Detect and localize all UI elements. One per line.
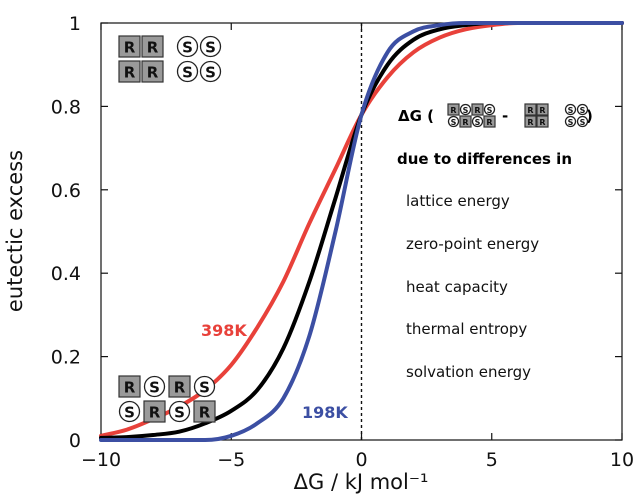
delta-g-head: ΔG ( [398, 107, 434, 125]
racemic-letter: S [124, 404, 135, 422]
close-paren: ) [586, 107, 593, 125]
racemic-letter: R [174, 379, 186, 397]
pure-s-circle [176, 35, 199, 58]
mini-racemic-letter: R [450, 106, 456, 115]
racemic-r-square [118, 375, 141, 398]
mini-pure-letter: R [527, 106, 533, 115]
y-tick-label: 0.8 [51, 96, 81, 118]
y-tick-label: 0.2 [51, 347, 81, 369]
pure-letter: R [124, 39, 136, 57]
mini-pure-letter: S [568, 118, 574, 127]
mini-pure-letter: S [568, 106, 574, 115]
pure-letter: R [147, 64, 159, 82]
racemic-s-circle [168, 400, 191, 423]
racemic-s-circle [118, 400, 141, 423]
x-tick-label: 5 [486, 449, 498, 471]
mini-pure-letter: R [539, 118, 545, 127]
axis-ticks: −10 −5 0 5 10 0 0.2 0.4 0.6 0.8 1 [51, 13, 634, 471]
mini-racemic-letter: R [462, 118, 468, 127]
mini-racemic-r-square [483, 115, 496, 128]
racemic-letter: S [174, 404, 185, 422]
delta-g-annotation: ΔG ( - ) due to differences in lattice e… [397, 107, 593, 381]
mini-pure-letter: R [527, 118, 533, 127]
mini-racemic-s-circle [471, 115, 484, 128]
mini-racemic-letter: R [474, 106, 480, 115]
mini-racemic-letter: S [451, 118, 457, 127]
mini-pure-r-square [536, 115, 549, 128]
mini-racemic-r-square [459, 115, 472, 128]
racemic-letter: R [124, 379, 136, 397]
series-line-198k [99, 21, 624, 442]
minus-sign: - [502, 107, 508, 125]
mini-racemic-letter: S [463, 106, 469, 115]
x-tick-label: 0 [355, 449, 367, 471]
reason-zero-point-energy: zero-point energy [406, 235, 539, 253]
mini-pure-letter: S [580, 118, 586, 127]
series-layer [99, 21, 624, 442]
reason-thermal-entropy: thermal entropy [406, 320, 527, 338]
pure-r-square [118, 35, 141, 58]
pure-r-square [118, 60, 141, 83]
racemic-r-square [168, 375, 191, 398]
pure-letter: R [147, 39, 159, 57]
pure-r-square [141, 60, 164, 83]
pure-r-square [141, 35, 164, 58]
mini-pure-r-square [536, 103, 549, 116]
x-tick-label: −5 [217, 449, 245, 471]
mini-racemic-r-square [471, 103, 484, 116]
mini-pure-letter: S [580, 106, 586, 115]
racemic-r-square [193, 400, 216, 423]
pure-letter: S [205, 39, 216, 57]
mini-racemic-letter: S [487, 106, 493, 115]
x-tick-label: 10 [610, 449, 634, 471]
reason-title: due to differences in [397, 150, 572, 168]
pure-letter: S [205, 64, 216, 82]
x-axis-label: ΔG / kJ mol⁻¹ [294, 470, 429, 494]
y-tick-label: 1 [69, 13, 81, 35]
x-tick-label: −10 [81, 449, 121, 471]
pure-s-circle [199, 60, 222, 83]
mini-racemic-s-circle [459, 103, 472, 116]
racemic-letter: R [149, 404, 161, 422]
mini-pure-s-circle [576, 115, 589, 128]
mini-racemic-letter: S [475, 118, 481, 127]
y-axis-label: eutectic excess [3, 150, 27, 312]
pure-s-circle [176, 60, 199, 83]
racemic-s-circle [193, 375, 216, 398]
mini-pure-r-square [524, 103, 537, 116]
mini-pure-s-circle [576, 103, 589, 116]
racemic-s-circle [143, 375, 166, 398]
pure-letter: S [182, 64, 193, 82]
reason-solvation-energy: solvation energy [406, 363, 531, 381]
pure-letter: S [182, 39, 193, 57]
reason-heat-capacity: heat capacity [406, 278, 508, 296]
racemic-letter: R [199, 404, 211, 422]
crystal-glyphs: R R S SR R S SR S R SS R S RR S R SS R S RR RR RS SS S [118, 35, 589, 423]
racemic-r-square [143, 400, 166, 423]
mini-pure-s-circle [564, 115, 577, 128]
mini-pure-r-square [524, 115, 537, 128]
y-tick-label: 0 [69, 430, 81, 452]
mini-racemic-s-circle [483, 103, 496, 116]
label-198k: 198K [302, 403, 348, 422]
y-tick-label: 0.6 [51, 180, 81, 202]
label-398k: 398K [201, 321, 247, 340]
pure-letter: R [124, 64, 136, 82]
reason-lattice-energy: lattice energy [406, 192, 510, 210]
mini-pure-s-circle [564, 103, 577, 116]
pure-s-circle [199, 35, 222, 58]
racemic-letter: S [149, 379, 160, 397]
mini-pure-letter: R [539, 106, 545, 115]
y-tick-label: 0.4 [51, 263, 81, 285]
mini-racemic-r-square [447, 103, 460, 116]
mini-racemic-letter: R [486, 118, 492, 127]
mini-racemic-s-circle [447, 115, 460, 128]
racemic-letter: S [199, 379, 210, 397]
